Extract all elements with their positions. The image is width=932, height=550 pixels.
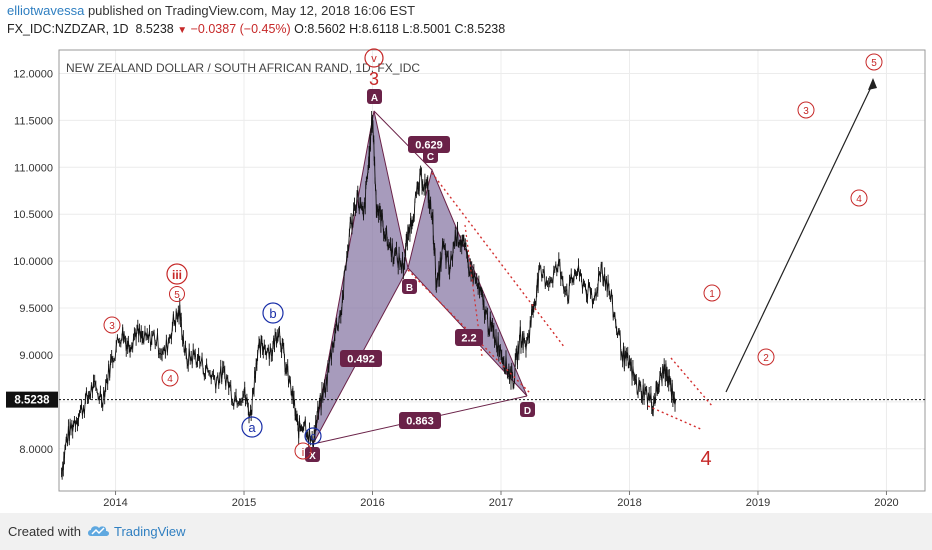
symbol-text: FX_IDC:NZDZAR, 1D <box>7 22 129 36</box>
x-tick-label: 2017 <box>489 497 513 509</box>
wave-5-label: 5 <box>174 290 180 301</box>
price-change: −0.0387 (−0.45%) <box>190 22 291 36</box>
future-4-circle <box>850 189 868 207</box>
price-chart[interactable]: 8.00008.50009.00009.500010.000010.500011… <box>0 0 932 513</box>
future-1-label: 1 <box>709 289 715 300</box>
tradingview-cloud-logo-icon[interactable] <box>86 521 110 541</box>
down-arrow-icon: ▼ <box>177 25 188 36</box>
wave-c-label: c <box>310 431 316 443</box>
future-2-label: 2 <box>763 353 769 364</box>
wave-4-label: 4 <box>167 374 173 385</box>
label-c: C <box>427 152 434 163</box>
x-tick-label: 2018 <box>617 497 641 509</box>
ratio-0629-box <box>408 136 450 153</box>
future-3-label: 3 <box>803 106 809 117</box>
symbol-line: FX_IDC:NZDZAR, 1D 8.5238 ▼ −0.0387 (−0.4… <box>7 22 505 36</box>
footer-bar: Created with TradingView <box>0 513 932 550</box>
wave-4-circle <box>161 369 179 387</box>
wave-3-circle <box>103 316 121 334</box>
price-series <box>61 111 677 480</box>
grid <box>59 50 925 491</box>
wave-3-big: 3 <box>369 69 379 89</box>
ratio-0492: 0.492 <box>347 354 375 366</box>
wave-c-circle <box>304 427 322 445</box>
publish-line: elliotwavessa published on TradingView.c… <box>7 3 415 18</box>
label-d-box <box>520 402 535 417</box>
future-2-circle <box>757 348 775 366</box>
wave-labels: v 3 4 3 4 iii 5 i a b c 1 2 3 4 5 <box>103 48 883 470</box>
published-text: published on TradingView.com, May 12, 20… <box>87 3 416 18</box>
created-with-text: Created with <box>8 524 81 539</box>
wave-b-label: b <box>269 306 276 321</box>
future-4-label: 4 <box>856 194 862 205</box>
y-tick-label: 11.5000 <box>14 115 53 127</box>
ratio-22-box <box>455 329 483 346</box>
wave-a-label: a <box>248 420 256 435</box>
pattern-ac-line <box>373 110 433 171</box>
x-tick-label: 2015 <box>232 497 256 509</box>
wave-i-circle <box>294 442 312 460</box>
y-tick-label: 12.0000 <box>13 68 53 80</box>
y-tick-label: 10.0000 <box>13 256 53 268</box>
x-axis: 2014 2015 2016 2017 2018 2019 2020 <box>103 491 899 509</box>
x-tick-label: 2019 <box>746 497 770 509</box>
x-tick-label: 2014 <box>103 497 127 509</box>
wave-v-label: v <box>371 53 377 65</box>
projection-arrowhead-icon <box>868 78 877 90</box>
y-tick-label: 11.0000 <box>14 162 53 174</box>
label-b-box <box>402 279 417 294</box>
x-tick-label: 2020 <box>874 497 898 509</box>
ratio-0863-box <box>399 412 441 429</box>
wave-iii-label: iii <box>172 268 182 282</box>
x-tick-label: 2016 <box>360 497 384 509</box>
pattern-labels: A B C D X 0.629 0.492 2.2 0.863 <box>305 89 535 462</box>
label-a: A <box>371 93 378 104</box>
pattern-bcd-triangle <box>407 168 528 397</box>
author-link[interactable]: elliotwavessa <box>7 3 85 18</box>
label-a-box <box>367 89 382 104</box>
label-x-box <box>305 447 320 462</box>
wave-5-circle <box>169 286 185 302</box>
projection-arrow-line <box>725 82 874 393</box>
label-d: D <box>524 406 531 417</box>
future-3-circle <box>797 101 815 119</box>
y-tick-label: 10.5000 <box>13 209 53 221</box>
wave-b-circle <box>262 302 284 324</box>
y-tick-label: 9.5000 <box>19 303 53 315</box>
future-5-label: 5 <box>871 58 877 69</box>
label-x: X <box>309 451 316 462</box>
ohlc-values: O:8.5602 H:8.6118 L:8.5001 C:8.5238 <box>294 22 506 36</box>
chart-title: NEW ZEALAND DOLLAR / SOUTH AFRICAN RAND,… <box>66 61 420 75</box>
wave-a-circle <box>241 416 263 438</box>
future-5-circle <box>865 53 883 71</box>
wave-v-circle <box>364 48 384 68</box>
wave-i-label: i <box>302 447 304 459</box>
trend-lines <box>407 78 877 431</box>
plot-frame <box>58 49 926 492</box>
last-price: 8.5238 <box>135 22 174 36</box>
wedge-lower-line <box>647 405 704 431</box>
last-price-tag-text: 8.5238 <box>14 395 50 407</box>
future-1-circle <box>703 284 721 302</box>
wave-4-big: 4 <box>700 448 711 470</box>
wave-3-label: 3 <box>109 321 115 332</box>
wedge-upper-line <box>670 357 714 408</box>
ratio-0492-box <box>340 350 382 367</box>
pattern-xab-triangle <box>312 110 409 445</box>
channel-upper-line <box>431 172 566 349</box>
price-line <box>61 116 677 477</box>
tradingview-brand-link[interactable]: TradingView <box>114 524 186 539</box>
y-tick-label: 8.0000 <box>19 444 53 456</box>
last-price-tag <box>6 391 58 408</box>
ratio-0629: 0.629 <box>415 140 443 152</box>
label-b: B <box>406 283 413 294</box>
ratio-22: 2.2 <box>461 333 476 345</box>
ratio-0863: 0.863 <box>406 416 434 428</box>
y-tick-label: 9.0000 <box>19 350 53 362</box>
harmonic-pattern <box>312 110 528 445</box>
wave-iii-circle <box>166 263 188 285</box>
